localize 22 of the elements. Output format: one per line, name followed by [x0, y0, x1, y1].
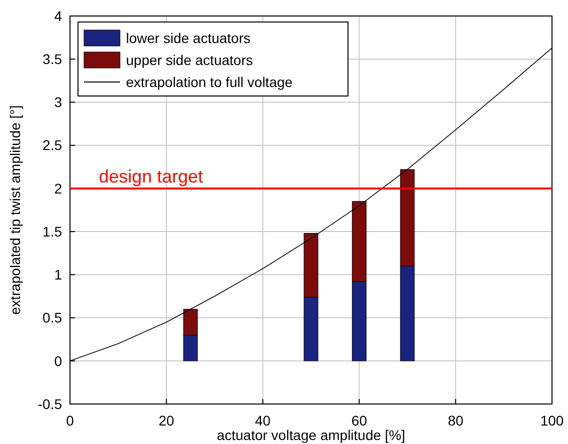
x-tick-label: 20	[158, 412, 174, 429]
x-tick-label: 60	[351, 412, 368, 429]
y-tick-label: 3	[54, 94, 62, 110]
y-tick-label: 4	[54, 8, 62, 24]
y-axis-title: extrapolated tip twist amplitude [°]	[7, 105, 23, 315]
legend-label: extrapolation to full voltage	[126, 74, 293, 90]
y-tick-label: -0.5	[38, 396, 62, 412]
x-tick-label: 80	[448, 412, 464, 429]
x-axis-title: actuator voltage amplitude [%]	[216, 427, 406, 443]
y-tick-label: 1.5	[42, 223, 62, 240]
y-tick-label: 0	[54, 352, 62, 369]
legend-label: lower side actuators	[126, 30, 251, 46]
y-tick-label: 2	[54, 180, 62, 196]
ref-line-label: design target	[98, 166, 203, 186]
y-tick-label: 3.5	[42, 51, 62, 68]
y-tick-label: 1	[54, 266, 62, 283]
y-tick-label: 0.5	[42, 310, 62, 326]
x-tick-label: 40	[255, 412, 271, 429]
legend-label: upper side actuators	[126, 52, 253, 68]
x-tick-label: 100	[540, 412, 564, 429]
y-tick-label: 2.5	[42, 137, 62, 154]
x-tick-label: 0	[66, 412, 74, 429]
